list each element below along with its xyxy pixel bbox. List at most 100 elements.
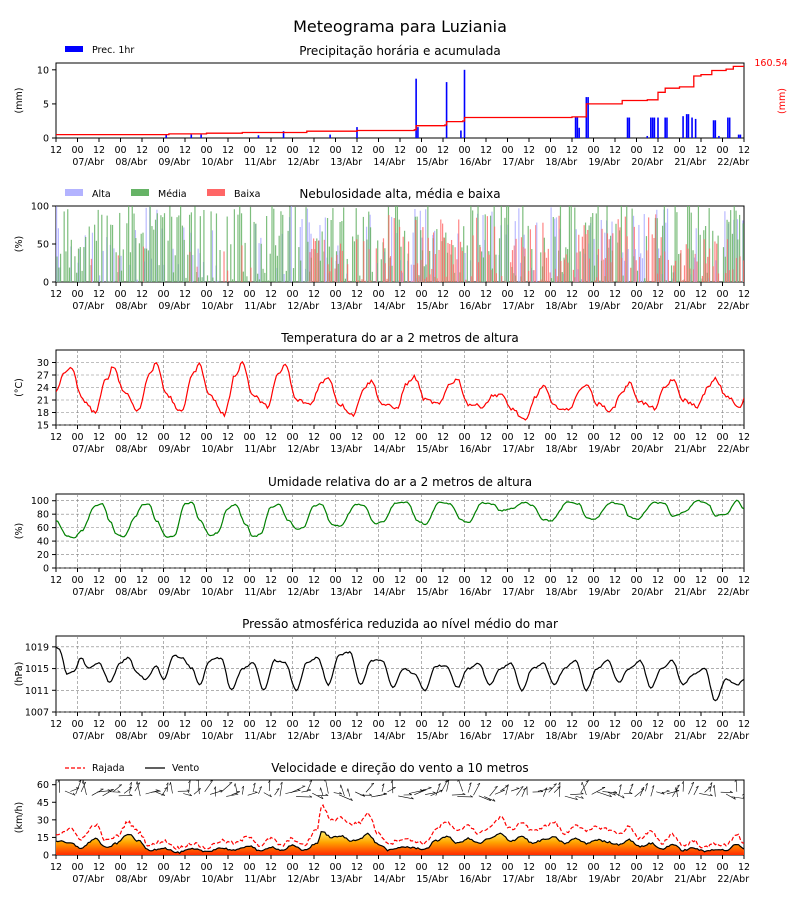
cloud-mid-bar <box>734 206 735 282</box>
wind-direction-arrow <box>235 783 237 792</box>
cloud-low-bar <box>489 255 490 282</box>
cloud-mid-bar <box>76 273 77 282</box>
plot-area <box>56 778 750 855</box>
cloud-mid-bar <box>216 213 217 282</box>
wind-direction-arrow <box>736 779 737 791</box>
cloud-mid-bar <box>592 213 593 282</box>
precip-bar <box>356 127 358 138</box>
x-hour-label: 00 <box>243 575 255 586</box>
cloud-mid-bar <box>615 224 616 282</box>
cloud-mid-bar <box>85 237 86 282</box>
cloud-mid-bar <box>280 211 281 282</box>
x-hour-label: 12 <box>308 575 320 586</box>
cloud-low-bar <box>598 249 599 282</box>
y-tick-label: 1011 <box>25 686 49 697</box>
x-hour-label: 12 <box>265 862 277 873</box>
x-hour-label: 12 <box>93 719 105 730</box>
cloud-mid-bar <box>207 275 208 282</box>
x-hour-label: 12 <box>480 289 492 300</box>
x-hour-label: 00 <box>329 719 341 730</box>
cloud-mid-bar <box>305 207 306 282</box>
cloud-low-bar <box>315 241 316 282</box>
wind-arrow-head <box>320 788 321 791</box>
wind-arrow-head <box>429 787 432 788</box>
x-hour-label: 00 <box>71 719 83 730</box>
cloud-mid-bar <box>596 213 597 282</box>
x-hour-label: 00 <box>114 862 126 873</box>
x-hour-label: 00 <box>415 719 427 730</box>
x-hour-label: 00 <box>587 145 599 156</box>
y-tick-label: 60 <box>37 780 49 791</box>
precip-bar <box>682 116 684 138</box>
cloud-mid-bar <box>395 206 396 282</box>
x-hour-label: 12 <box>480 575 492 586</box>
x-hour-label: 00 <box>458 862 470 873</box>
precip-bar <box>654 118 656 138</box>
x-date-label: 08/Abr <box>115 301 147 312</box>
x-hour-label: 00 <box>286 289 298 300</box>
x-hour-label: 12 <box>652 719 664 730</box>
x-hour-label: 12 <box>179 145 191 156</box>
cloud-low-bar <box>696 261 697 282</box>
cloud-high-bar <box>291 206 292 282</box>
x-hour-label: 00 <box>200 719 212 730</box>
cloud-low-bar <box>438 250 439 282</box>
x-hour-label: 00 <box>114 719 126 730</box>
wind-direction-arrow <box>495 790 505 794</box>
x-hour-label: 00 <box>587 575 599 586</box>
x-date-label: 15/Abr <box>416 444 448 455</box>
cloud-high-bar <box>284 274 285 282</box>
wind-arrow-head <box>549 787 552 788</box>
cloud-low-bar <box>429 274 430 282</box>
x-date-label: 12/Abr <box>287 157 319 168</box>
cloud-mid-bar <box>381 259 382 282</box>
cloud-mid-bar <box>232 279 233 282</box>
cloud-mid-bar <box>623 276 624 282</box>
x-date-label: 17/Abr <box>502 157 534 168</box>
panel-cloud: Nebulosidade alta, média e baixa050100(%… <box>14 187 750 312</box>
cloud-mid-bar <box>662 226 663 282</box>
x-hour-label: 00 <box>544 432 556 443</box>
cloud-low-bar <box>460 242 461 282</box>
x-hour-label: 12 <box>652 289 664 300</box>
precip-bar <box>578 128 580 138</box>
y-tick-label: 18 <box>37 408 49 419</box>
x-hour-label: 12 <box>394 862 406 873</box>
x-hour-label: 12 <box>437 862 449 873</box>
cloud-mid-bar <box>357 235 358 282</box>
x-hour-label: 12 <box>437 719 449 730</box>
x-hour-label: 12 <box>609 719 621 730</box>
wind-direction-arrow <box>414 790 426 795</box>
cloud-low-bar <box>426 277 427 282</box>
x-date-label: 16/Abr <box>459 587 491 598</box>
wind-direction-arrow <box>108 792 120 793</box>
x-date-label: 08/Abr <box>115 874 147 885</box>
x-hour-label: 12 <box>136 862 148 873</box>
x-date-label: 15/Abr <box>416 874 448 885</box>
cloud-low-bar <box>564 259 565 282</box>
x-hour-label: 00 <box>243 719 255 730</box>
cloud-mid-bar <box>89 227 90 282</box>
cloud-mid-bar <box>275 245 276 282</box>
cloud-mid-bar <box>60 254 61 282</box>
cloud-mid-bar <box>130 252 131 282</box>
cloud-low-bar <box>729 270 730 282</box>
cloud-low-bar <box>363 241 364 282</box>
plot-area <box>56 647 744 701</box>
precip-bar <box>727 118 729 138</box>
wind-direction-arrow <box>205 780 213 792</box>
cloud-mid-bar <box>345 279 346 282</box>
cloud-mid-bar <box>359 276 360 282</box>
cloud-mid-bar <box>590 217 591 282</box>
cloud-low-bar <box>619 227 620 282</box>
panel-title: Pressão atmosférica reduzida ao nível mé… <box>242 617 558 631</box>
x-hour-label: 00 <box>630 862 642 873</box>
wind-direction-arrow <box>441 781 447 793</box>
x-hour-label: 12 <box>394 145 406 156</box>
y-tick-label: 15 <box>37 833 49 844</box>
cloud-mid-bar <box>180 206 181 282</box>
x-date-label: 08/Abr <box>115 444 147 455</box>
cloud-mid-bar <box>56 257 57 282</box>
wind-arrow-head <box>234 783 235 786</box>
cloud-low-bar <box>501 276 502 282</box>
